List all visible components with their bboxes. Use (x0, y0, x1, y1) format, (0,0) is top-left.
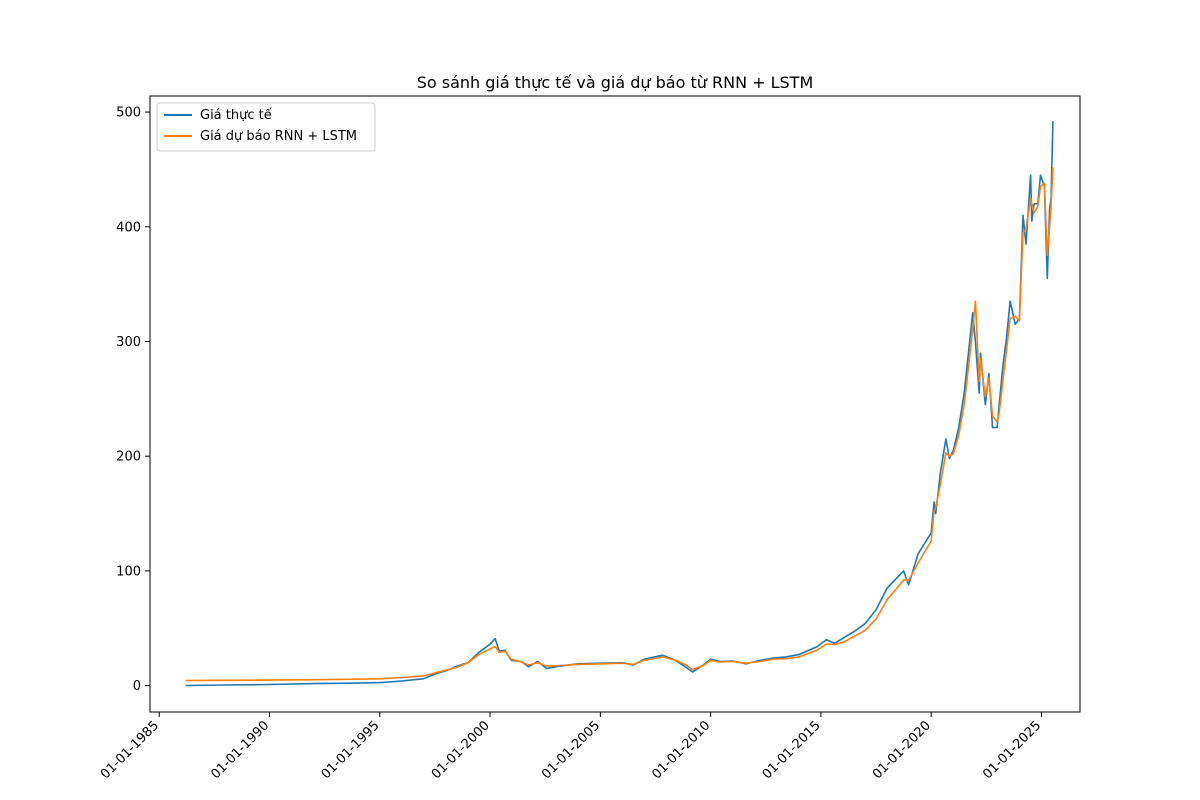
y-tick-label: 200 (116, 450, 141, 465)
series-line-actual (185, 121, 1054, 687)
y-tick-label: 0 (133, 679, 141, 694)
legend-box (156, 102, 376, 152)
y-tick-label: 100 (116, 564, 141, 579)
chart-title: So sánh giá thực tế và giá dự báo từ RNN… (417, 73, 814, 92)
legend-label-predicted: Giá dự báo RNN + LSTM (200, 129, 357, 144)
plot-area (185, 121, 1054, 687)
plot-frame (149, 95, 1081, 713)
y-axis: 0 100 200 300 400 500 (116, 106, 150, 694)
y-tick-label: 400 (116, 220, 141, 235)
y-tick-label: 300 (116, 335, 141, 350)
y-tick-label: 500 (116, 106, 141, 121)
legend: Giá thực tế Giá dự báo RNN + LSTM (156, 102, 376, 152)
series-line-predicted (185, 167, 1054, 682)
legend-label-actual: Giá thực tế (200, 108, 272, 123)
